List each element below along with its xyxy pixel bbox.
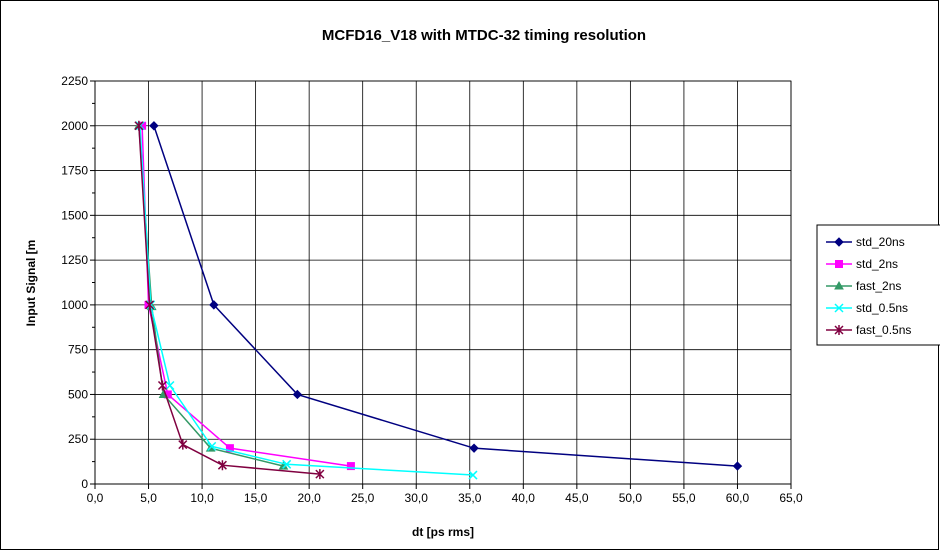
y-tick-label: 0 xyxy=(81,477,88,491)
y-tick-label: 2000 xyxy=(61,119,88,133)
y-tick-label: 250 xyxy=(68,432,88,446)
legend-item: fast_0.5ns xyxy=(826,323,911,337)
x-tick-label: 65,0 xyxy=(779,491,803,505)
data-point xyxy=(217,460,227,471)
x-tick-label: 0,0 xyxy=(87,491,104,505)
series-layer xyxy=(134,120,743,480)
legend-item: std_2ns xyxy=(826,257,898,271)
data-point xyxy=(469,443,479,453)
legend-label: fast_2ns xyxy=(856,279,901,293)
legend-marker xyxy=(834,237,844,247)
data-point xyxy=(135,121,145,131)
x-tick-label: 30,0 xyxy=(405,491,429,505)
legend-item: std_0.5ns xyxy=(826,301,908,315)
y-tick-label: 1500 xyxy=(61,208,88,222)
data-point xyxy=(468,470,478,480)
y-axis-title: Input Signal [m xyxy=(24,240,38,327)
legend: std_20ns std_2ns fast_2ns std_0.5ns fast_0.5… xyxy=(816,224,940,346)
y-tick-label: 1000 xyxy=(61,298,88,312)
y-tick-label: 750 xyxy=(68,343,88,357)
data-point xyxy=(178,439,188,450)
data-point xyxy=(346,462,355,471)
x-tick-label: 5,0 xyxy=(140,491,157,505)
plot-area xyxy=(95,81,791,484)
data-point xyxy=(134,120,144,131)
series-line xyxy=(138,125,320,475)
data-point xyxy=(732,461,743,471)
legend-marker xyxy=(834,280,844,290)
data-point xyxy=(292,389,303,400)
data-point xyxy=(282,459,292,469)
legend-label: std_2ns xyxy=(856,257,898,271)
legend-label: fast_0.5ns xyxy=(856,323,911,337)
legend-marker xyxy=(835,260,843,268)
x-tick-label: 45,0 xyxy=(565,491,589,505)
y-tick-label: 500 xyxy=(68,387,88,401)
data-point xyxy=(157,380,167,391)
data-point xyxy=(207,441,217,451)
data-point xyxy=(315,469,325,480)
series-std_0.5ns xyxy=(135,121,478,480)
data-point xyxy=(165,380,175,391)
x-tick-labels: 0,0 5,0 10,0 15,0 20,0 25,0 30,0 35,0 40,0 45,0 50… xyxy=(87,491,803,505)
x-tick-label: 50,0 xyxy=(619,491,643,505)
data-point xyxy=(145,299,155,310)
y-tick-label: 2250 xyxy=(61,74,88,88)
series-line xyxy=(139,125,474,476)
x-tick-label: 40,0 xyxy=(512,491,536,505)
legend-label: std_0.5ns xyxy=(856,301,908,315)
x-tick-label: 55,0 xyxy=(672,491,696,505)
x-tick-label: 60,0 xyxy=(726,491,750,505)
x-tick-label: 20,0 xyxy=(297,491,321,505)
y-tick-label: 1750 xyxy=(61,164,88,178)
x-tick-label: 35,0 xyxy=(458,491,482,505)
y-tick-label: 1250 xyxy=(61,253,88,267)
x-tick-label: 10,0 xyxy=(190,491,214,505)
data-point xyxy=(146,300,156,310)
legend-item: fast_2ns xyxy=(826,279,901,293)
data-point xyxy=(209,300,219,310)
x-axis-title: dt [ps rms] xyxy=(412,525,474,539)
legend-marker xyxy=(834,303,844,313)
data-point xyxy=(149,121,159,131)
series-std_20ns xyxy=(149,121,743,471)
x-tick-label: 25,0 xyxy=(351,491,375,505)
legend-label: std_20ns xyxy=(856,235,905,249)
axes xyxy=(90,80,792,489)
x-tick-label: 15,0 xyxy=(244,491,268,505)
series-fast_0.5ns xyxy=(134,120,325,480)
data-point xyxy=(225,444,234,453)
legend-item: std_20ns xyxy=(826,235,905,249)
plot-border xyxy=(94,80,792,485)
y-tick-labels: 0 250 500 750 1000 1250 1500 1750 2000 2250 xyxy=(61,74,88,491)
chart-title: MCFD16_V18 with MTDC-32 timing resolutio… xyxy=(322,27,646,44)
legend-marker xyxy=(834,325,844,335)
